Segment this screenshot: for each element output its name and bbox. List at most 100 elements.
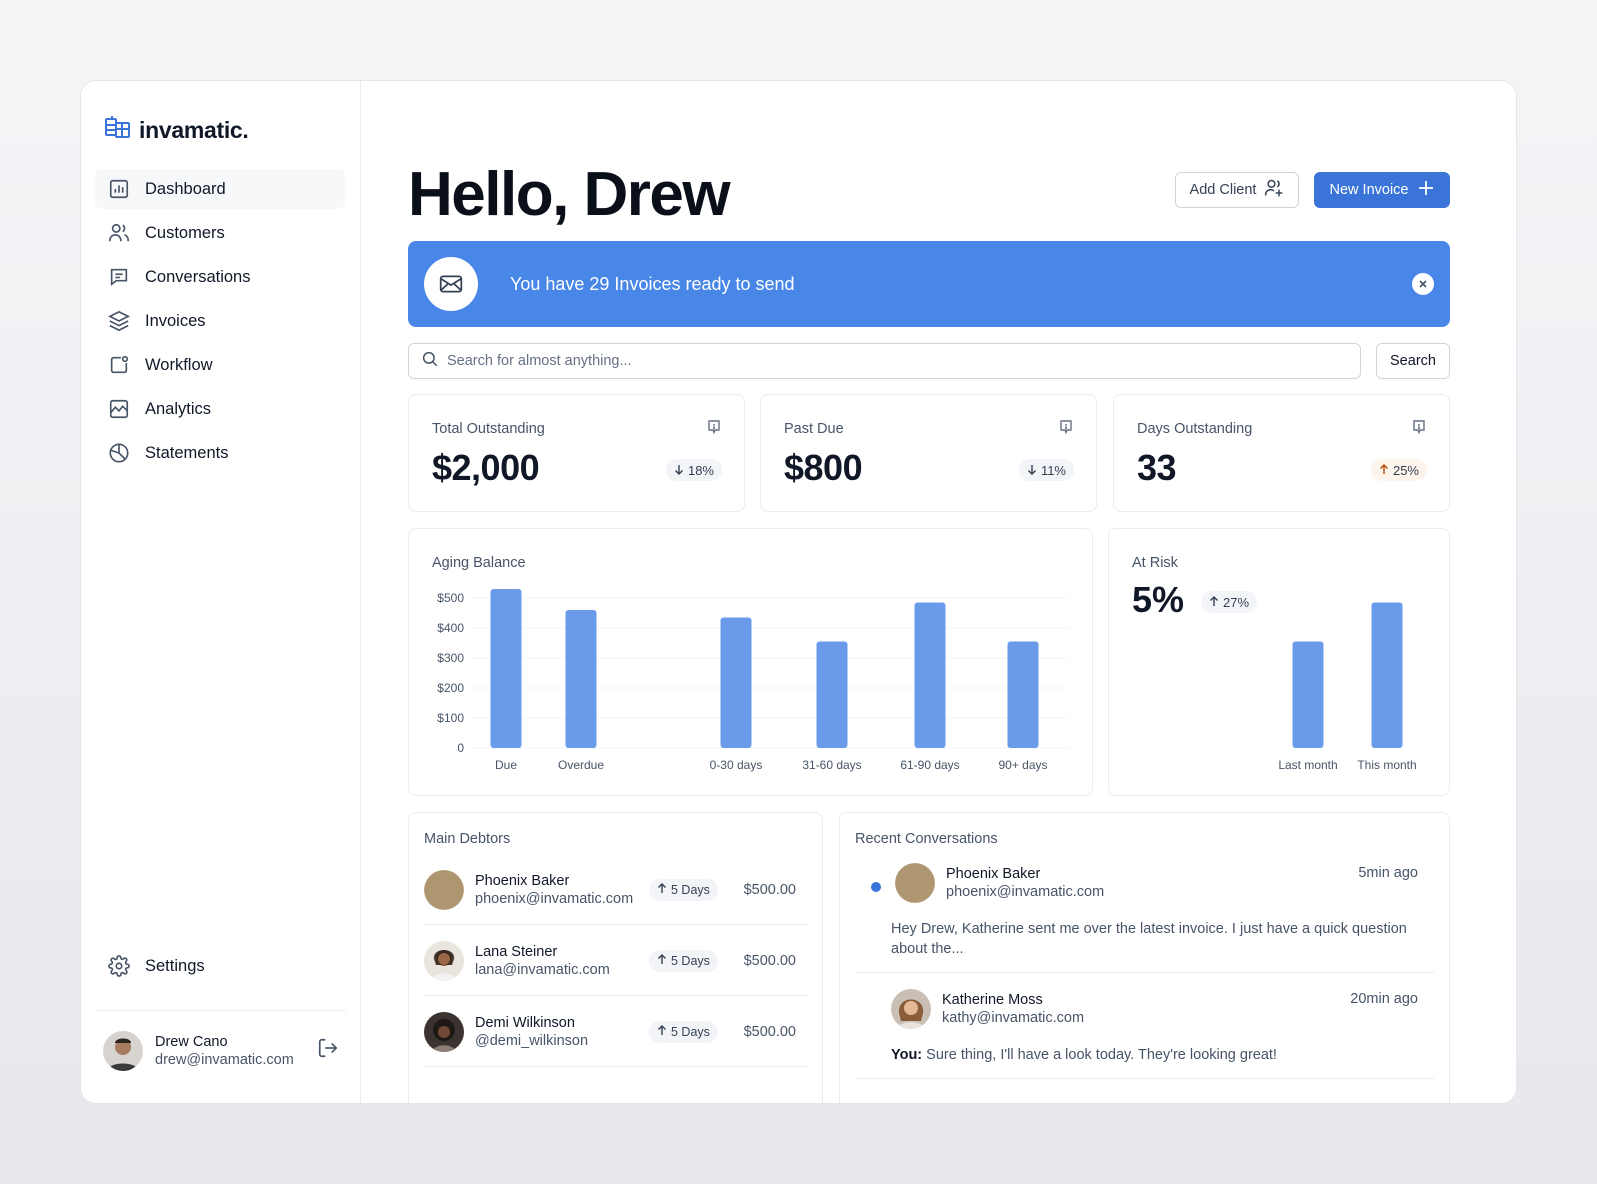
bar-chart-icon [107,177,131,201]
list-item[interactable]: Phoenix Baker phoenix@invamatic.com 5 Da… [424,855,808,925]
conversation-item[interactable]: Katherine Moss kathy@invamatic.com 20min… [855,973,1434,1079]
days-badge: 5 Days [649,949,718,972]
x-tick-label: This month [1357,758,1416,772]
sidebar-item-customers[interactable]: Customers [95,213,345,253]
bar[interactable] [1292,641,1324,749]
message-prefix: You: [891,1047,923,1063]
sidebar-item-label: Workflow [145,355,213,374]
sidebar-item-workflow[interactable]: Workflow [95,345,345,385]
debtor-amount: $500.00 [743,881,796,898]
sidebar-item-label: Statements [145,443,229,462]
chart-title: At Risk [1132,555,1178,571]
brand-logo[interactable]: invamatic. [103,113,249,148]
sidebar-item-analytics[interactable]: Analytics [95,389,345,429]
page-title: Hello, Drew [408,160,731,229]
sidebar-item-label: Invoices [145,311,206,330]
stat-value: $2,000 [432,447,540,488]
logout-icon[interactable] [317,1037,339,1064]
conversation-time: 5min ago [1358,865,1418,881]
sidebar-item-label: Conversations [145,267,251,286]
sidebar-item-invoices[interactable]: Invoices [95,301,345,341]
sidebar-item-dashboard[interactable]: Dashboard [95,169,345,209]
app-window: invamatic. Dashboard Customers Conversat… [80,80,1517,1104]
change-value: 11% [1040,462,1066,478]
list-item[interactable]: Demi Wilkinson @demi_wilkinson 5 Days $5… [424,997,808,1067]
stat-label: Past Due [784,421,844,437]
list-title: Recent Conversations [855,831,998,847]
layers-icon [107,309,131,333]
stat-card-total-outstanding: Total Outstanding $2,000 18% [408,394,745,512]
at-risk-card: At Risk 5% 27% Last month This month [1108,528,1450,796]
sidebar-item-label: Settings [145,956,205,975]
avatar [895,863,935,903]
conversation-message: You: Sure thing, I'll have a look today.… [891,1045,1421,1065]
sidebar-item-label: Dashboard [145,179,226,198]
bar[interactable] [565,610,597,748]
info-icon[interactable] [706,419,722,440]
main-debtors-card: Main Debtors Phoenix Baker phoenix@invam… [408,812,823,1103]
search-bar [408,343,1361,379]
bar[interactable] [914,602,946,749]
line-chart-icon [107,397,131,421]
list-item[interactable]: Lana Steiner lana@invamatic.com 5 Days $… [424,926,808,996]
gear-icon [107,954,131,978]
debtor-name: Demi Wilkinson [475,1014,575,1031]
at-risk-value: 5% [1132,579,1185,620]
conversation-name: Katherine Moss [942,992,1043,1008]
y-tick-label: $300 [437,651,464,665]
conversation-item[interactable]: Phoenix Baker phoenix@invamatic.com 5min… [855,855,1434,973]
sidebar-item-conversations[interactable]: Conversations [95,257,345,297]
x-tick-label: Last month [1278,758,1337,772]
bar[interactable] [1007,641,1039,749]
message-text: Hey Drew, Katherine sent me over the lat… [891,921,1407,957]
avatar[interactable] [103,1031,143,1071]
unread-indicator [871,882,881,892]
sidebar-item-settings[interactable]: Settings [95,946,345,986]
stat-value: 33 [1137,447,1177,488]
avatar [424,1011,464,1052]
close-icon[interactable] [1412,273,1434,295]
bar[interactable] [490,589,522,748]
sidebar: invamatic. Dashboard Customers Conversat… [81,81,361,1103]
stat-card-past-due: Past Due $800 11% [760,394,1097,512]
bar[interactable] [720,617,752,749]
arrow-down-icon [1027,463,1037,478]
days-badge: 5 Days [649,878,718,901]
conversation-message: Hey Drew, Katherine sent me over the lat… [891,919,1421,959]
notification-banner: You have 29 Invoices ready to send [408,241,1450,327]
user-profile: Drew Cano drew@invamatic.com [103,1031,343,1071]
stat-card-days-outstanding: Days Outstanding 33 25% [1113,394,1450,512]
aging-balance-chart: 0 $100 $200 $300 $400 $500 Due Overdue 0-30 days… [437,589,1069,772]
y-tick-label: 0 [457,741,464,755]
users-icon [107,221,131,245]
search-icon [421,350,439,373]
sidebar-item-label: Analytics [145,399,212,418]
list-title: Main Debtors [424,831,511,847]
search-input[interactable] [447,353,1327,369]
add-client-label: Add Client [1189,182,1257,198]
info-icon[interactable] [1411,419,1427,440]
x-tick-label: Overdue [558,758,604,772]
search-button[interactable]: Search [1376,343,1450,379]
add-client-button[interactable]: Add Client [1175,172,1299,208]
debtor-amount: $500.00 [743,952,796,969]
change-value: 27% [1223,594,1250,610]
sidebar-item-statements[interactable]: Statements [95,433,345,473]
new-invoice-button[interactable]: New Invoice [1314,172,1450,208]
sidebar-settings: Settings [95,946,345,990]
y-tick-label: $500 [437,591,464,605]
conversation-email: phoenix@invamatic.com [946,884,1105,900]
divider [95,1010,346,1011]
avatar [424,869,464,910]
banner-text: You have 29 Invoices ready to send [510,273,795,294]
user-email: drew@invamatic.com [155,1052,294,1068]
arrow-up-icon [657,953,667,968]
recent-conversations-card: Recent Conversations Phoenix Baker phoen… [839,812,1450,1103]
user-plus-icon [1264,178,1284,202]
bar[interactable] [816,641,848,749]
info-icon[interactable] [1058,419,1074,440]
debtor-amount: $500.00 [743,1023,796,1040]
y-tick-label: $400 [437,621,464,635]
bar[interactable] [1371,602,1403,749]
x-tick-label: 31-60 days [802,758,861,772]
